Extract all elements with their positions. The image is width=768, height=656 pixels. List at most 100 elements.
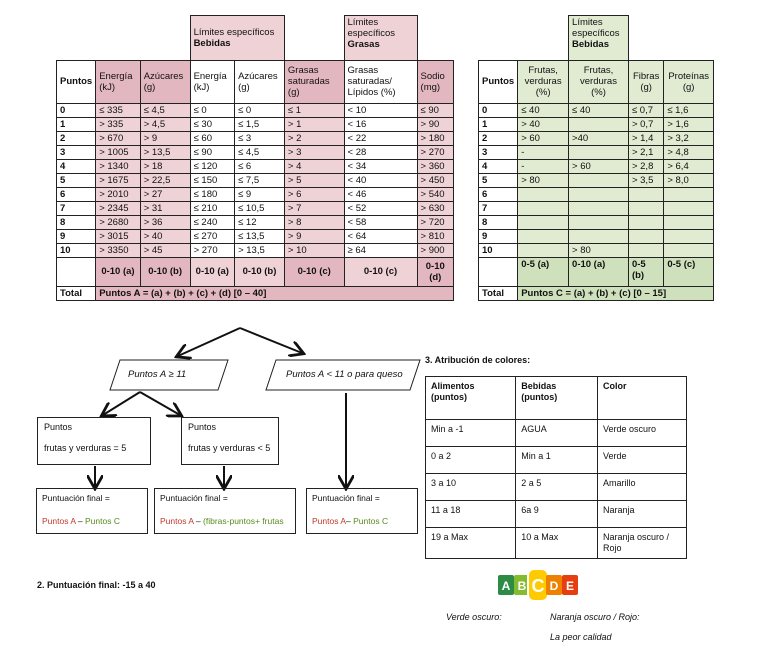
table-range-cell: 0-10 (d) xyxy=(416,256,455,287)
table-row: 0 ≤ 40 ≤ 40 ≤ 0,7 ≤ 1,6 xyxy=(477,102,714,118)
table-cell: 6a 9 xyxy=(515,500,598,528)
table-cell: > 7 xyxy=(283,200,345,216)
nutriscore-cell-a xyxy=(498,575,514,595)
table-cell: 2 a 5 xyxy=(515,473,598,501)
table-cell: > 6,4 xyxy=(663,158,714,174)
table-cell xyxy=(663,242,714,258)
table-cell: > 3,2 xyxy=(663,130,714,146)
table-row: 0 a 2 Min a 1 Verde xyxy=(424,446,687,474)
table-cell: > 2,8 xyxy=(627,158,665,174)
nutriscore-letter-a: A xyxy=(502,579,511,593)
table-c-col-header: Frutas, verduras (%) xyxy=(568,59,629,104)
nutriscore-cell-d xyxy=(546,575,562,595)
total-formula: Puntos C = (a) + (b) + (c) [0 – 15] xyxy=(517,285,714,301)
box-frutas-menor-5: Puntos frutas y verduras < 5 xyxy=(181,417,279,465)
table-row: 7 > 2345 > 31 ≤ 210 ≤ 10,5 > 7 < 52 > 630 xyxy=(55,200,455,216)
table-cell: ≤ 1 xyxy=(283,102,345,118)
table-cell: Min a -1 xyxy=(424,419,517,447)
table-c-col-header: Proteínas (g) xyxy=(663,59,714,104)
table-cell: ≤ 1,6 xyxy=(663,102,714,118)
table-cell: > 27 xyxy=(139,186,191,202)
colors-title: 3. Atribución de colores: xyxy=(425,355,531,365)
table-row: 5 > 1675 > 22,5 ≤ 150 ≤ 7,5 > 5 < 40 > 450 xyxy=(55,172,455,188)
table-cell: > 5 xyxy=(283,172,345,188)
table-c-top-header-row: Límites específicos Bebidas xyxy=(479,15,714,61)
table-row: 3 > 1005 > 13,5 ≤ 90 ≤ 4,5 > 3 < 28 > 270 xyxy=(55,144,455,160)
table-cell xyxy=(517,200,570,216)
table-a-col-header: Puntos xyxy=(55,59,97,104)
table-range-cell: 0-10 (a) xyxy=(189,256,236,287)
nutriscore-label-right: Naranja oscuro / Rojo: xyxy=(550,612,640,622)
table-row: 9 xyxy=(477,228,714,244)
table-row: 2 > 60 >40 > 1,4 > 3,2 xyxy=(477,130,714,146)
table-cell xyxy=(55,256,97,287)
final1-label: Puntuación final = xyxy=(42,493,110,503)
final2-label: Puntuación final = xyxy=(160,493,228,503)
table-range-cell: 0-10 (a) xyxy=(95,256,141,287)
arrow-to-box2 xyxy=(139,391,180,415)
table-cell: Verde xyxy=(597,446,687,474)
table-row: 3 a 10 2 a 5 Amarillo xyxy=(424,473,687,501)
table-cell: > 1 xyxy=(283,116,345,132)
table-cell: > 180 xyxy=(416,130,455,146)
table-cell: > 630 xyxy=(416,200,455,216)
table-a-col-header: Azúcares (g) xyxy=(139,59,191,104)
table-range-cell: 0-10 (c) xyxy=(283,256,345,287)
table-cell: > 18 xyxy=(139,158,191,174)
table-cell xyxy=(663,228,714,244)
table-cell: 19 a Max xyxy=(424,527,517,559)
arrow-to-box1 xyxy=(103,391,141,415)
table-cell xyxy=(568,116,629,132)
total-label: Total xyxy=(477,285,519,301)
table-cell: > 80 xyxy=(568,242,629,258)
table-row: 1 > 40 > 0,7 > 1,6 xyxy=(477,116,714,132)
table-range-cell: 0-5 (c) xyxy=(663,256,714,287)
table-cell: ≤ 4,5 xyxy=(139,102,191,118)
table-row: 19 a Max 10 a Max Naranja oscuro / Rojo xyxy=(424,527,687,559)
table-cell xyxy=(568,186,629,202)
cond-left-shape xyxy=(109,359,229,391)
table-a-col-header: Sodio (mg) xyxy=(416,59,455,104)
table-row: 5 > 80 > 3,5 > 8,0 xyxy=(477,172,714,188)
colors-col-header: Color xyxy=(597,376,687,420)
nutriscore-letter-e: E xyxy=(566,579,574,593)
table-range-cell: 0-10 (b) xyxy=(234,256,285,287)
score-note: 2. Puntuación final: -15 a 40 xyxy=(37,580,156,590)
nutriscore-label-left: Verde oscuro: xyxy=(446,612,502,622)
table-range-cell: 0-10 (c) xyxy=(343,256,418,287)
table-cell: > 450 xyxy=(416,172,455,188)
table-cell: ≤ 40 xyxy=(517,102,570,118)
table-row: 7 xyxy=(477,200,714,216)
table-range-cell: 0-5 (a) xyxy=(517,256,570,287)
table-puntos-a: Límites específicos Bebidas Límites espec… xyxy=(55,15,455,301)
table-row: Min a -1 AGUA Verde oscuro xyxy=(424,419,687,447)
table-c-column-headers: Puntos Frutas, verduras (%) Frutas, verdur… xyxy=(477,59,714,104)
table-cell: Naranja xyxy=(597,500,687,528)
cond-right-shape xyxy=(265,359,421,391)
table-cell: ≤ 0,7 xyxy=(627,102,665,118)
table-cell: > 2345 xyxy=(95,200,141,216)
table-cell xyxy=(568,214,629,230)
table-row: 9 > 3015 > 40 ≤ 270 ≤ 13,5 > 9 < 64 > 810 xyxy=(55,228,455,244)
table-cell: Naranja oscuro / Rojo xyxy=(597,527,687,559)
table-row: 10 > 80 xyxy=(477,242,714,258)
table-cell xyxy=(663,200,714,216)
table-a-col-header: Azúcares (g) xyxy=(234,59,285,104)
table-a-range-row: 0-10 (a) 0-10 (b) 0-10 (a) 0-10 (b) 0-10 (c)… xyxy=(55,256,455,287)
table-cell: > 2 xyxy=(283,130,345,146)
table-cell: > 60 xyxy=(568,158,629,174)
table-cell: > 8 xyxy=(283,214,345,230)
nutriscore-label-bottom: La peor calidad xyxy=(550,632,612,642)
arrow-to-left-cond xyxy=(178,327,241,356)
nutriscore-letter-c: C xyxy=(532,576,545,596)
table-a-total-row: Total Puntos A = (a) + (b) + (c) + (d) [0… xyxy=(55,285,454,301)
final3-label: Puntuación final = xyxy=(312,493,380,503)
cond-left-text: Puntos A ≥ 11 xyxy=(128,369,187,380)
arrow-to-right-cond xyxy=(239,327,302,353)
table-cell: > 80 xyxy=(517,172,570,188)
table-cell xyxy=(627,200,665,216)
table-cell xyxy=(568,144,629,160)
table-cell: > 1675 xyxy=(95,172,141,188)
table-c-col-header: Fibras (g) xyxy=(627,59,665,104)
